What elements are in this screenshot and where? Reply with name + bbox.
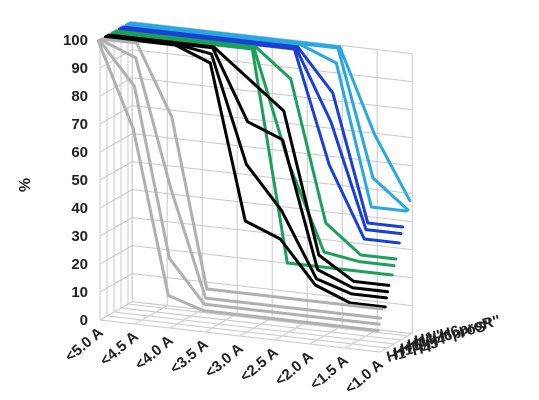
y-tick-label: 60 [71, 144, 88, 161]
y-tick-label: 10 [71, 284, 88, 301]
y-tick-label: 30 [71, 228, 88, 245]
series-line [121, 25, 405, 229]
y-axis-title: % [17, 178, 34, 192]
series-line [114, 29, 398, 261]
series-line [100, 37, 384, 311]
series-line [107, 33, 391, 287]
floor-gridline [134, 305, 168, 325]
series-line [99, 38, 383, 320]
floor-gridline [169, 309, 203, 329]
floor-gridline [106, 315, 388, 349]
floor-gridline [379, 333, 413, 353]
series-line [97, 38, 381, 326]
side-wall-gridline [99, 217, 133, 237]
side-wall-gridline [99, 161, 133, 181]
y-tick-label: 100 [63, 32, 88, 49]
side-wall-gridline [99, 273, 133, 293]
grid-layer [99, 21, 413, 353]
y-tick-label: 80 [71, 88, 88, 105]
floor-gridline [99, 301, 133, 321]
floor-gridline [274, 321, 308, 341]
side-wall-gridline [99, 245, 133, 265]
floor-gridline [113, 311, 395, 345]
side-wall-gridline [99, 189, 133, 209]
y-tick-label: 50 [71, 172, 88, 189]
side-wall-gridline [99, 105, 133, 125]
y-tick-label: 0 [80, 312, 88, 329]
y-tick-label: 40 [71, 200, 88, 217]
floor-gridline [309, 325, 343, 345]
y-tick-label: 90 [71, 60, 88, 77]
floor-gridline [239, 317, 273, 337]
floor-gridline [120, 307, 402, 341]
depth-label: H1''H6proR'' [413, 312, 502, 350]
series-layer [96, 21, 412, 333]
floor-gridline [344, 329, 378, 349]
floor-gridline [204, 313, 238, 333]
side-wall-gridline [99, 133, 133, 153]
series-line [128, 21, 412, 203]
y-tick-label: 70 [71, 116, 88, 133]
y-tick-label: 20 [71, 256, 88, 273]
series-line [96, 39, 380, 333]
floor-gridline [99, 319, 381, 353]
floor-gridline [127, 303, 409, 337]
